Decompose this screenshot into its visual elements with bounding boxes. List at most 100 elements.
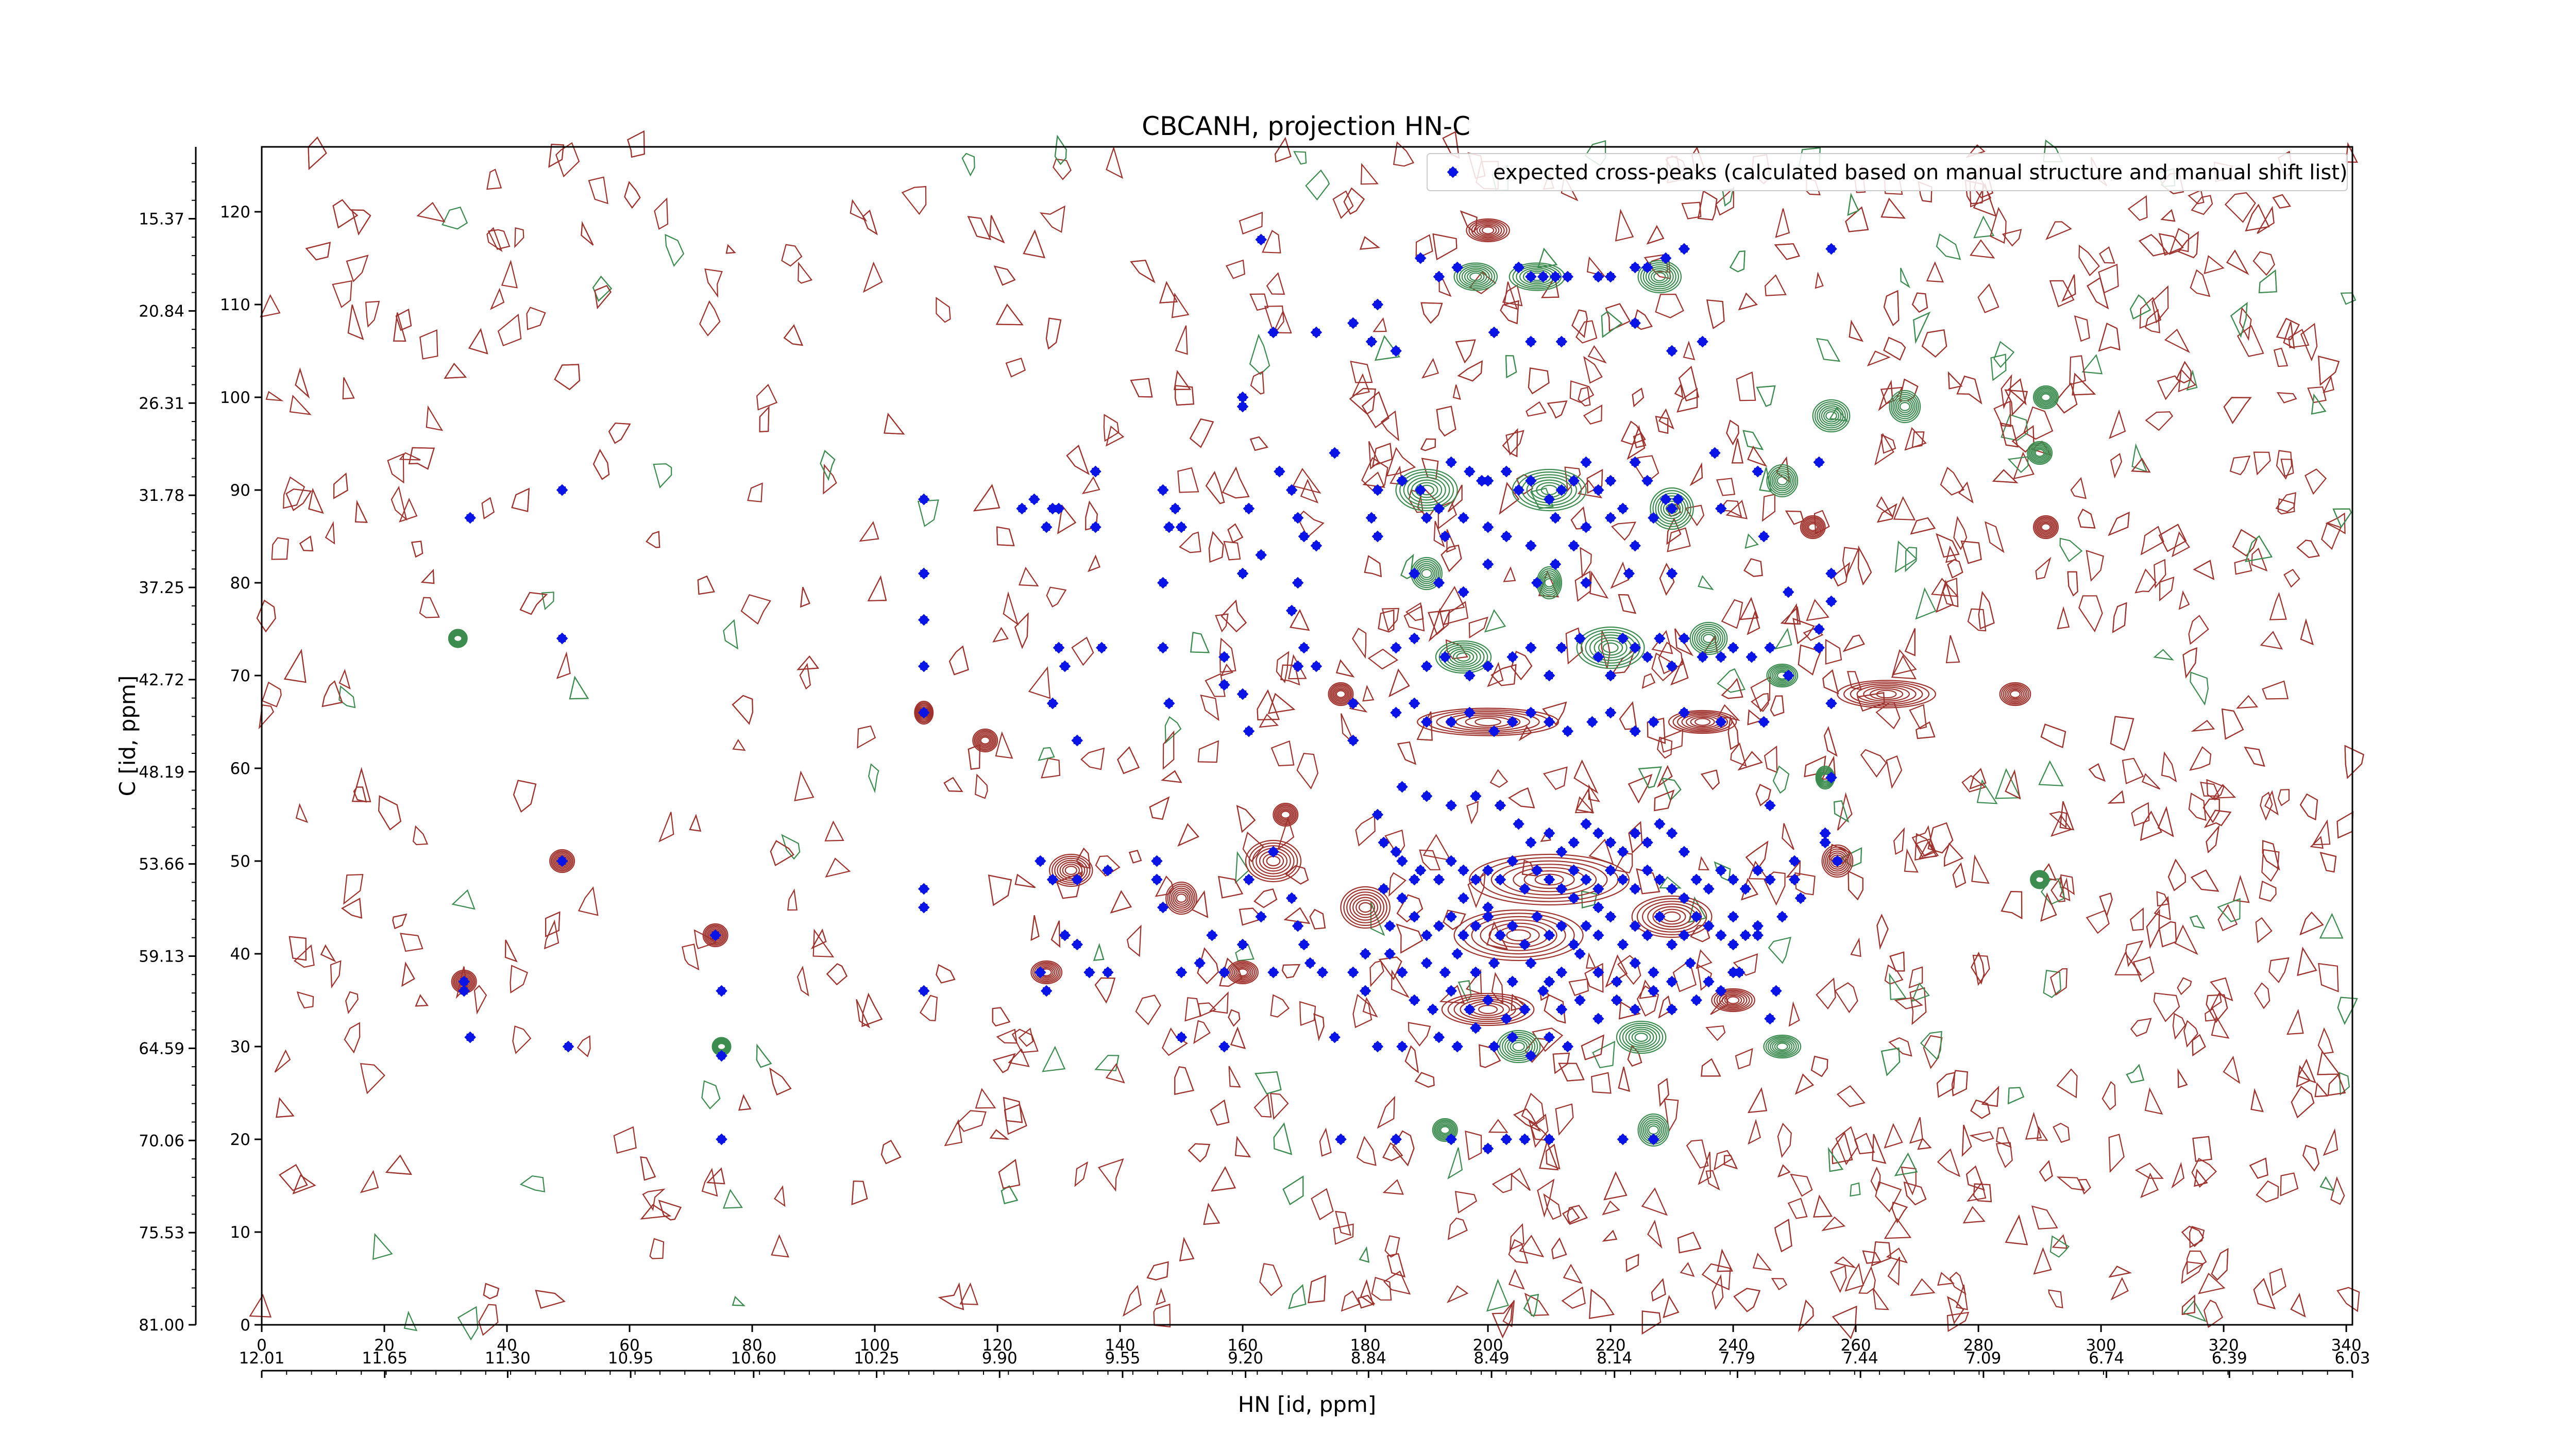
cross-peak-marker: [1668, 978, 1676, 985]
noise-contour: [1293, 151, 1307, 165]
cross-peak-marker: [1546, 496, 1553, 503]
cross-peak-point: [464, 1031, 476, 1043]
cross-peak-point: [1549, 512, 1562, 524]
noise-contour: [2159, 576, 2175, 602]
noise-contour: [1200, 694, 1219, 721]
noise-contour: [411, 541, 423, 558]
cross-peak-marker: [1521, 1006, 1529, 1013]
peak-contour: [2008, 688, 2023, 700]
noise-contour: [1867, 350, 1891, 366]
noise-contour: [1889, 972, 1907, 1000]
noise-contour: [2321, 522, 2342, 550]
noise-contour: [1961, 774, 1987, 793]
cross-peak-point: [1666, 660, 1678, 672]
cross-peak-marker: [718, 1052, 725, 1059]
peak-contour: [1576, 626, 1645, 669]
cross-peak-marker: [1619, 635, 1626, 642]
noise-contour: [1018, 1027, 1034, 1047]
noise-contour: [1215, 613, 1229, 633]
noise-contour: [2198, 1272, 2226, 1294]
cross-peak-marker: [1827, 700, 1835, 707]
peak-contour: [2031, 872, 2048, 887]
cross-peak-marker: [1546, 978, 1553, 985]
cross-peak-point: [1697, 335, 1708, 348]
peak-contour: [1172, 889, 1191, 907]
cross-peak-point: [1629, 456, 1641, 468]
x-ppm-tick-label: 10.60: [731, 1349, 776, 1368]
cross-peak-marker: [558, 635, 566, 642]
noise-contour: [2098, 263, 2119, 294]
noise-contour: [824, 820, 844, 841]
noise-contour: [1654, 789, 1675, 812]
noise-contour: [1989, 207, 2007, 244]
cross-peak-point: [1745, 651, 1758, 663]
noise-contour: [1936, 579, 1954, 613]
noise-contour: [2189, 746, 2212, 771]
noise-contour: [1706, 299, 1725, 329]
noise-contour: [993, 265, 1016, 286]
noise-contour: [936, 964, 956, 984]
noise-contour: [1305, 169, 1330, 201]
cross-peak-marker: [920, 904, 928, 911]
cross-peak-point: [1629, 261, 1641, 274]
noise-contour: [2145, 411, 2174, 431]
cross-peak-marker: [1815, 644, 1823, 651]
noise-contour: [1592, 1040, 1616, 1069]
cross-peak-marker: [1178, 524, 1185, 531]
noise-contour: [1847, 192, 1859, 216]
noise-contour: [1638, 766, 1662, 788]
noise-contour: [1739, 597, 1759, 620]
cross-peak-marker: [718, 987, 725, 995]
noise-contour: [2099, 892, 2113, 918]
peak-contour: [1714, 989, 1753, 1011]
noise-contour: [2297, 1058, 2316, 1084]
noise-contour: [2314, 1082, 2329, 1098]
cross-peak-point: [1604, 271, 1617, 283]
noise-contour: [2056, 1176, 2086, 1191]
noise-contour: [555, 142, 580, 178]
noise-contour: [1850, 1182, 1861, 1197]
cross-peak-point: [716, 1133, 727, 1145]
noise-contour: [457, 1306, 479, 1341]
noise-contour: [1105, 1063, 1125, 1084]
peak-contour: [1821, 407, 1842, 425]
cross-peak-point: [1788, 873, 1801, 886]
noise-contour: [2217, 898, 2241, 922]
cross-peak-marker: [565, 1043, 572, 1050]
noise-contour: [279, 1164, 308, 1191]
peak-contour: [1456, 652, 1471, 662]
noise-contour: [1942, 577, 1959, 608]
noise-contour: [1544, 993, 1566, 1024]
noise-contour: [442, 206, 468, 230]
noise-contour: [1465, 969, 1482, 995]
cross-peak-marker: [1159, 486, 1167, 494]
peak-contour: [1052, 855, 1091, 885]
peak-contour: [1054, 857, 1088, 883]
peak-contour: [1805, 520, 1821, 534]
noise-contour: [1578, 386, 1591, 407]
cross-peak-marker: [1619, 941, 1626, 948]
peak-contour: [1417, 707, 1560, 736]
cross-peak-point: [1666, 345, 1678, 357]
noise-contour: [1705, 1025, 1726, 1041]
peak-contour: [1237, 968, 1248, 976]
noise-contour: [399, 497, 418, 523]
noise-contour: [1404, 1045, 1419, 1073]
cross-peak-point: [1641, 475, 1653, 487]
cross-peak-marker: [1582, 524, 1590, 531]
noise-contour: [1683, 340, 1696, 361]
peak-contour: [1469, 853, 1630, 906]
y-index-tick-label: 120: [220, 203, 250, 222]
cross-peak-marker: [1153, 876, 1161, 883]
peak-contour: [1340, 886, 1391, 929]
cross-peak-point: [1555, 966, 1568, 979]
noise-contour: [338, 685, 356, 709]
noise-contour: [1829, 1265, 1847, 1293]
cross-peak-marker: [1730, 969, 1737, 976]
noise-contour: [2070, 477, 2087, 499]
peak-contour: [1352, 897, 1379, 918]
cross-peak-marker: [1257, 236, 1265, 243]
noise-contour: [338, 668, 351, 690]
noise-contour: [2127, 195, 2148, 221]
